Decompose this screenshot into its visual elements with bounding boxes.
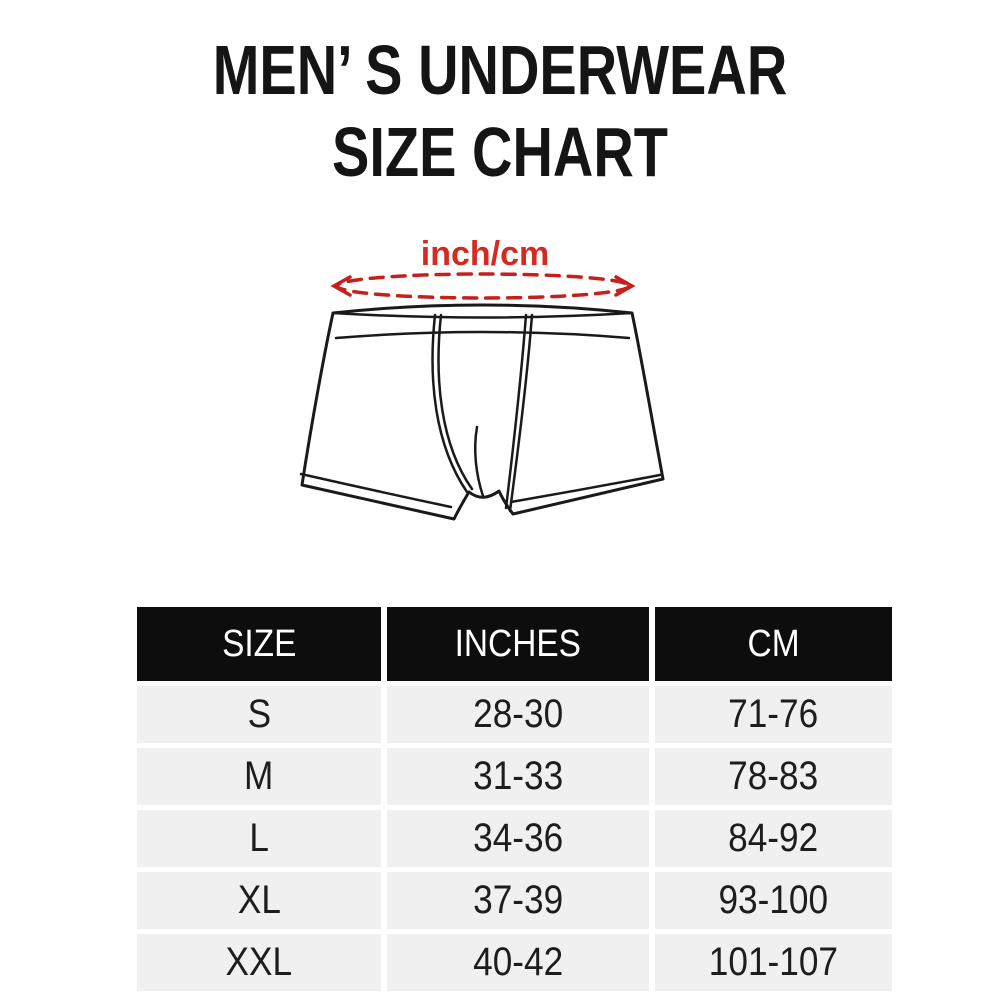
cell-value: M	[244, 754, 274, 798]
cell-value: 28-30	[472, 692, 564, 736]
waist-measure-ellipse	[330, 272, 636, 300]
cell-value: 84-92	[728, 816, 819, 860]
arrow-right-icon	[614, 275, 636, 297]
cell-value: 37-39	[472, 878, 564, 922]
column-header-cm: CM	[655, 607, 892, 681]
cell-value: XL	[237, 878, 281, 922]
arrow-left-icon	[330, 275, 352, 297]
cell-value: XXL	[225, 940, 293, 984]
table-row-l-size: L	[137, 810, 381, 867]
table-row-s-size: S	[137, 686, 381, 743]
cell-value: 34-36	[472, 816, 564, 860]
table-row-xxl-inches: 40-42	[387, 934, 649, 991]
table-row-s-inches: 28-30	[387, 686, 649, 743]
cell-value: 40-42	[472, 940, 564, 984]
table-row-m-cm: 78-83	[655, 748, 892, 805]
page-title-line-2: SIZE CHART	[332, 113, 668, 191]
column-header-cm-label: CM	[747, 622, 800, 665]
cell-value: 78-83	[728, 754, 819, 798]
underwear-figure: inch/cm	[299, 235, 665, 521]
table-row-s-cm: 71-76	[655, 686, 892, 743]
column-header-size: SIZE	[137, 607, 381, 681]
cell-value: 31-33	[472, 754, 564, 798]
column-header-inches-label: INCHES	[454, 622, 582, 665]
column-header-inches: INCHES	[387, 607, 649, 681]
table-row-xxl-size: XXL	[137, 934, 381, 991]
table-row-l-inches: 34-36	[387, 810, 649, 867]
measure-unit-label: inch/cm	[421, 235, 549, 273]
table-row-xxl-cm: 101-107	[655, 934, 892, 991]
cell-value: 101-107	[708, 940, 839, 984]
table-row-l-cm: 84-92	[655, 810, 892, 867]
size-table: SIZE INCHES CM S 28-30 71-76 M 31-33 78-…	[137, 607, 892, 991]
table-row-xl-inches: 37-39	[387, 872, 649, 929]
table-row-xl-cm: 93-100	[655, 872, 892, 929]
cell-value: 93-100	[718, 878, 829, 922]
boxer-briefs-drawing	[299, 303, 665, 521]
cell-value: L	[249, 816, 269, 860]
cell-value: S	[247, 692, 271, 736]
table-row-m-size: M	[137, 748, 381, 805]
table-row-m-inches: 31-33	[387, 748, 649, 805]
column-header-size-label: SIZE	[221, 622, 297, 665]
page-title-line-1: MEN’ S UNDERWEAR	[212, 31, 788, 109]
cell-value: 71-76	[728, 692, 819, 736]
table-row-xl-size: XL	[137, 872, 381, 929]
